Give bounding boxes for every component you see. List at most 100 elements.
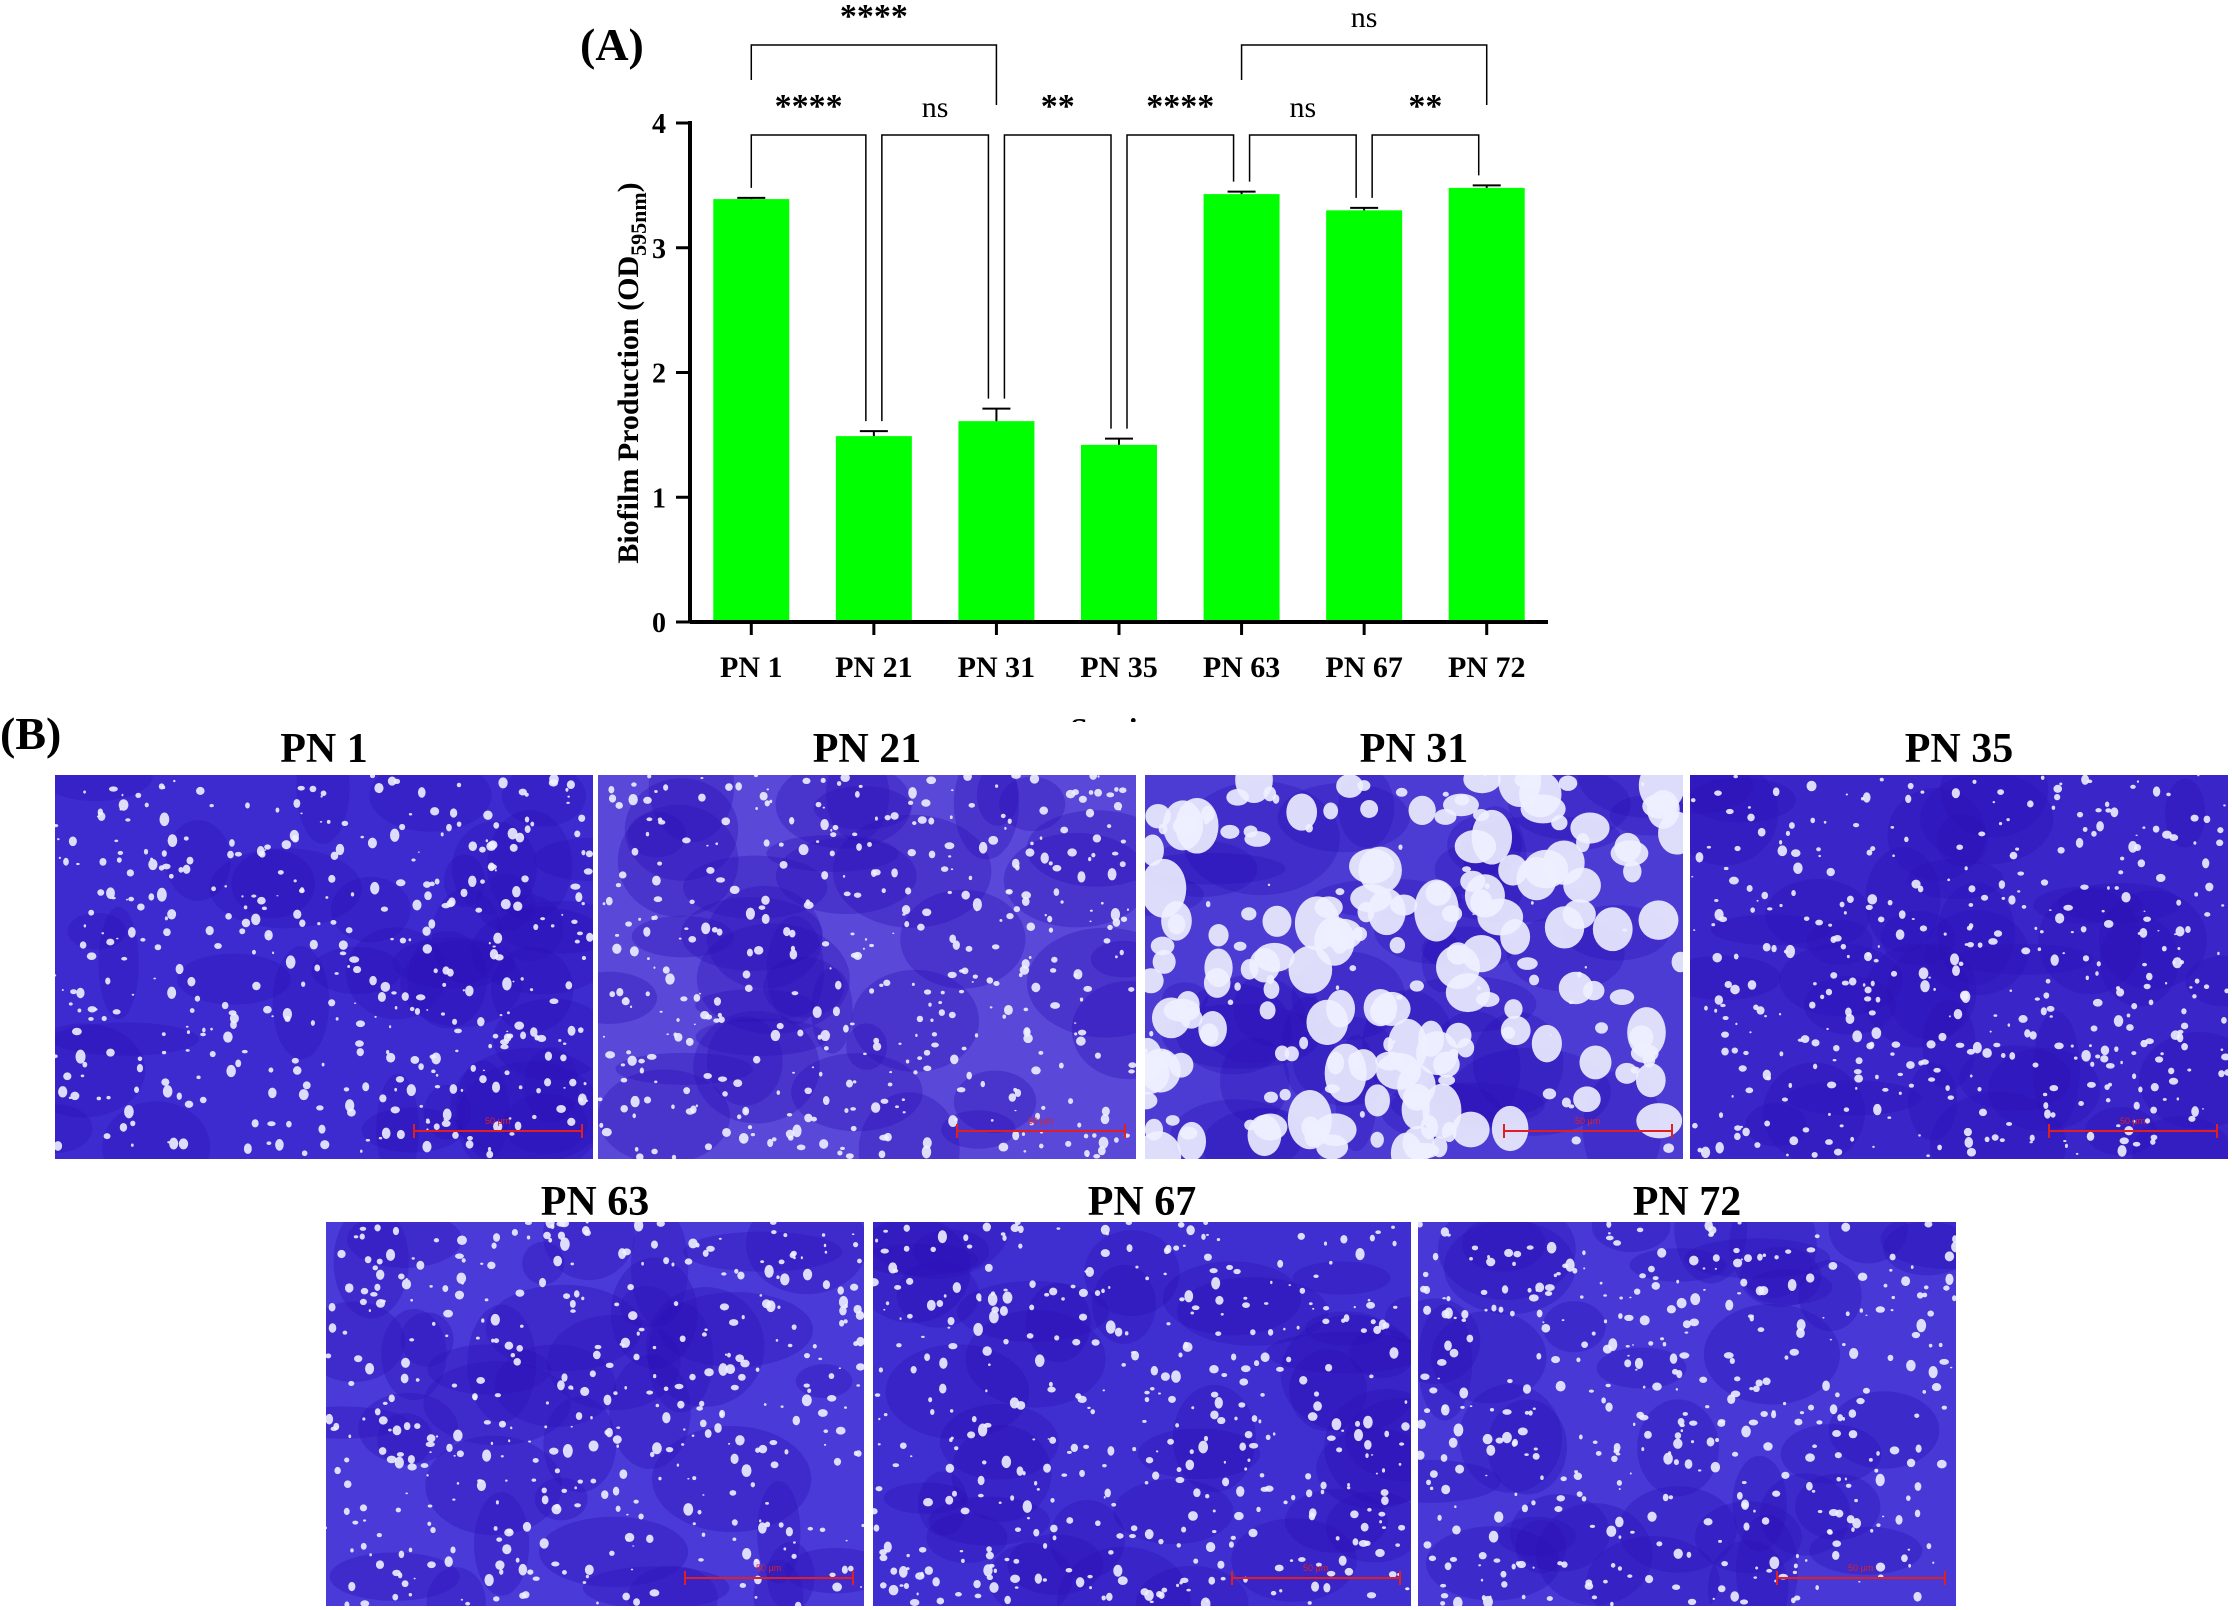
biofilm-gap: [106, 1095, 111, 1100]
biofilm-gap: [506, 1030, 509, 1033]
biofilm-gap: [1669, 1353, 1678, 1364]
biofilm-gap: [465, 1140, 474, 1149]
biofilm-gap: [1641, 1447, 1645, 1452]
biofilm-gap: [1906, 1359, 1916, 1372]
biofilm-gap: [695, 1242, 700, 1248]
biofilm-gap: [741, 1314, 745, 1320]
biofilm-gap: [1530, 901, 1534, 905]
biofilm-gap: [725, 783, 733, 791]
biofilm-gap: [140, 937, 146, 942]
biofilm-gap: [2104, 801, 2110, 808]
biofilm-gap: [854, 791, 860, 798]
biofilm-gap: [2150, 1139, 2156, 1145]
biofilm-gap: [1832, 1058, 1837, 1062]
biofilm-gap: [2027, 800, 2034, 808]
biofilm-gap: [1205, 1494, 1210, 1499]
biofilm-gap: [2078, 1101, 2084, 1106]
biofilm-gap: [414, 1423, 421, 1430]
biofilm-gap: [2176, 1097, 2180, 1101]
biofilm-gap: [1106, 1592, 1113, 1601]
biofilm-gap: [605, 1051, 616, 1059]
biofilm-gap: [563, 1087, 566, 1089]
biofilm-gap: [2006, 1122, 2013, 1126]
biofilm-gap: [359, 1226, 367, 1231]
biofilm-gap: [1814, 1234, 1820, 1239]
biofilm-gap: [1766, 1568, 1773, 1573]
biofilm-gap: [114, 839, 119, 843]
biofilm-gap: [615, 883, 622, 888]
biofilm-gap: [522, 1521, 532, 1532]
biofilm-gap: [2145, 1038, 2154, 1045]
biofilm-gap: [948, 1011, 956, 1019]
biofilm-gap: [1524, 1453, 1529, 1457]
biofilm-gap: [502, 977, 512, 991]
biofilm-gap: [1852, 1030, 1863, 1043]
biofilm-gap: [1032, 1438, 1036, 1441]
biofilm-gap: [560, 1237, 570, 1251]
biofilm-gap: [444, 1556, 453, 1568]
biofilm-gap: [209, 803, 214, 808]
biofilm-gap: [1870, 1528, 1874, 1533]
biofilm-gap: [1068, 1098, 1074, 1105]
biofilm-gap: [550, 924, 555, 928]
biofilm-gap: [1876, 1451, 1880, 1456]
biofilm-gap: [1998, 880, 2006, 889]
biofilm-gap: [189, 1008, 195, 1014]
biofilm-gap: [515, 1289, 525, 1297]
biofilm-gap: [1672, 1584, 1681, 1590]
biofilm-gap: [1392, 1040, 1396, 1044]
biofilm-gap: [241, 895, 244, 898]
biofilm-gap: [1706, 845, 1712, 849]
biofilm-gap: [798, 844, 809, 856]
biofilm-gap: [2050, 1112, 2056, 1118]
biofilm-gap: [2143, 916, 2152, 922]
biofilm-gap: [915, 1033, 918, 1037]
biofilm-gap: [1217, 1560, 1225, 1569]
biofilm-gap: [1761, 891, 1769, 900]
biofilm-gap: [1969, 1074, 1973, 1078]
biofilm-gap: [1491, 1105, 1529, 1152]
biofilm-gap: [1531, 1500, 1536, 1506]
stain-blotch: [1542, 1301, 1606, 1353]
biofilm-gap: [1103, 938, 1111, 944]
biofilm-gap: [833, 1457, 842, 1466]
biofilm-gap: [1826, 867, 1835, 877]
biofilm-gap: [326, 1353, 332, 1359]
biofilm-gap: [1757, 827, 1766, 837]
biofilm-gap: [739, 1583, 747, 1588]
biofilm-gap: [632, 1545, 635, 1547]
stain-blotch: [177, 953, 291, 1005]
biofilm-gap: [761, 913, 770, 925]
biofilm-gap: [460, 888, 468, 898]
biofilm-gap: [442, 982, 447, 987]
biofilm-gap: [1065, 789, 1076, 799]
biofilm-gap: [1868, 1457, 1873, 1462]
biofilm-gap: [851, 1233, 855, 1236]
biofilm-gap: [698, 1558, 704, 1562]
biofilm-gap: [1922, 1390, 1927, 1394]
stain-blotch: [1806, 919, 1873, 965]
biofilm-gap: [1652, 1276, 1659, 1281]
biofilm-gap: [161, 850, 167, 857]
biofilm-gap: [423, 881, 431, 888]
stain-blotch: [896, 1261, 980, 1328]
biofilm-gap: [2162, 1098, 2167, 1101]
biofilm-gap: [1729, 1357, 1735, 1365]
biofilm-gap: [320, 795, 323, 798]
biofilm-gap: [325, 896, 329, 899]
stain-blotch: [1384, 1296, 1411, 1343]
biofilm-gap: [318, 1124, 326, 1134]
biofilm-gap: [875, 1486, 883, 1492]
biofilm-gap: [605, 1362, 614, 1369]
biofilm-gap: [1259, 1473, 1265, 1478]
biofilm-gap: [1743, 1522, 1750, 1531]
biofilm-gap: [2193, 841, 2197, 845]
biofilm-gap: [658, 820, 666, 825]
biofilm-gap: [1274, 1564, 1284, 1572]
biofilm-gap: [888, 1584, 899, 1596]
biofilm-gap: [1239, 1442, 1247, 1451]
biofilm-gap: [1631, 1344, 1634, 1346]
biofilm-gap: [1756, 1006, 1765, 1015]
biofilm-gap: [80, 1074, 85, 1078]
biofilm-gap: [730, 1384, 739, 1391]
